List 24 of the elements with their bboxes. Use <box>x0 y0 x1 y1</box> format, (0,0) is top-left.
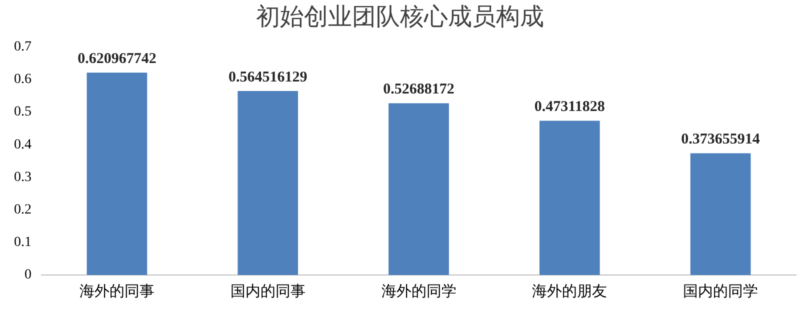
y-tick-label: 0.5 <box>14 104 32 120</box>
x-tick-label: 国内的同事 <box>230 282 306 300</box>
data-label: 0.47311828 <box>534 99 605 116</box>
x-tick-label: 海外的同事 <box>79 282 154 300</box>
y-tick-label: 0.2 <box>14 202 32 218</box>
x-tick-label: 国内的同学 <box>683 282 758 300</box>
y-tick-label: 0.4 <box>14 137 32 152</box>
data-label: 0.52688172 <box>383 82 454 98</box>
bar <box>539 120 600 275</box>
y-tick-label: 0.1 <box>14 235 32 250</box>
bar <box>86 72 148 275</box>
bar <box>238 90 298 275</box>
x-tick-label: 海外的同学 <box>381 282 456 300</box>
data-label: 0.564516129 <box>228 69 308 86</box>
bar <box>388 103 449 275</box>
y-tick-label: 0.3 <box>14 170 32 185</box>
data-label: 0.373655914 <box>681 132 760 148</box>
y-tick-label: 0.6 <box>14 72 32 88</box>
data-label: 0.620967742 <box>78 50 156 67</box>
y-tick-label: 0 <box>24 268 32 283</box>
bar <box>690 153 751 275</box>
x-tick-label: 海外的朋友 <box>532 282 608 300</box>
chart-title: 初始创业团队核心成员构成 <box>256 2 544 31</box>
y-tick-label: 0.7 <box>14 39 32 54</box>
